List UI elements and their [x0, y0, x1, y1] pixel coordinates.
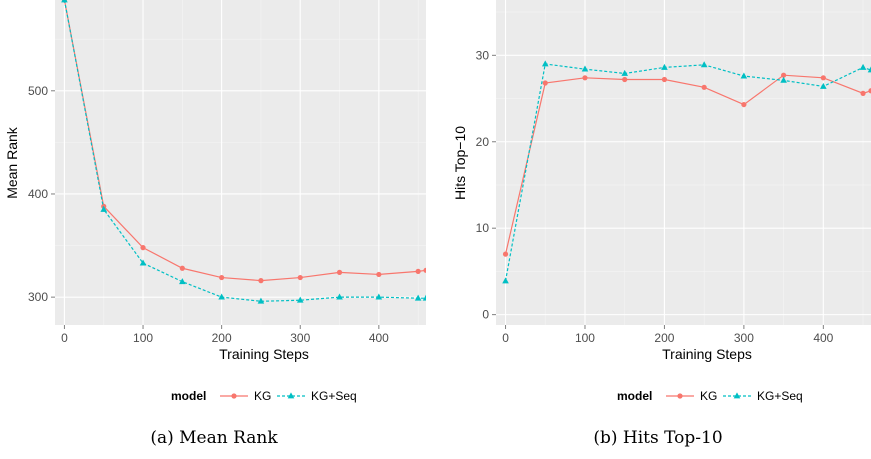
data-point-kg — [741, 101, 747, 108]
x-tick-label: 400 — [369, 331, 389, 345]
data-point-kg-seq — [621, 69, 629, 76]
grid — [55, 0, 426, 325]
legend-label-kg-seq: KG+Seq — [311, 389, 357, 403]
data-point-kg-seq — [61, 0, 68, 3]
axis-ticks: 0 100 200 300 400 0 10 20 30 — [476, 48, 834, 345]
series-layer — [61, 0, 426, 304]
y-axis-title: Hits Top−10 — [452, 126, 468, 200]
data-point-kg-seq — [820, 82, 827, 89]
data-point-kg — [336, 269, 343, 275]
data-point-kg-seq — [581, 65, 589, 72]
data-point-kg-seq — [414, 294, 422, 301]
data-point-kg-seq — [661, 63, 668, 70]
data-point-kg — [868, 88, 871, 94]
data-point-kg-seq — [179, 278, 186, 285]
data-point-kg — [820, 75, 826, 81]
data-point-kg-seq — [502, 277, 509, 284]
y-tick-label: 400 — [28, 187, 48, 201]
x-axis-title: Training Steps — [662, 346, 752, 362]
legend: model KG KG+Seq — [171, 389, 357, 403]
x-tick-label: 0 — [61, 331, 68, 345]
data-point-kg — [179, 265, 185, 271]
legend-label-kg: KG — [700, 389, 717, 403]
legend-key-kg-seq-marker — [287, 392, 295, 399]
data-point-kg-seq — [218, 293, 225, 300]
data-point-kg-seq — [296, 296, 304, 303]
data-point-kg — [140, 245, 146, 251]
data-point-kg-seq — [541, 60, 549, 67]
caption-a: (a) Mean Rank — [150, 428, 278, 448]
x-tick-label: 300 — [290, 331, 310, 345]
caption-b: (b) Hits Top-10 — [593, 428, 722, 448]
y-tick-label: 20 — [476, 135, 490, 149]
data-point-kg-seq — [422, 294, 426, 301]
legend-key-kg-marker — [231, 393, 237, 399]
data-point-kg — [622, 76, 628, 83]
data-point-kg-seq — [375, 293, 383, 300]
chart-hits-top-10: 0 100 200 300 400 0 10 20 30 Training Steps Hits… — [452, 0, 871, 448]
y-axis-title: Mean Rank — [4, 126, 20, 199]
data-point-kg — [860, 90, 866, 96]
x-tick-label: 200 — [212, 331, 232, 345]
data-point-kg — [258, 278, 264, 284]
data-point-kg-seq — [700, 61, 708, 68]
legend: model KG KG+Seq — [617, 389, 803, 403]
data-point-kg-seq — [740, 72, 748, 79]
x-tick-label: 100 — [575, 331, 595, 345]
legend-label-kg-seq: KG+Seq — [757, 389, 803, 403]
data-point-kg — [781, 72, 787, 78]
legend-item-kg: KG — [220, 389, 271, 403]
data-point-kg — [219, 274, 225, 281]
y-tick-label: 30 — [476, 48, 490, 62]
legend-title: model — [617, 389, 652, 403]
data-point-kg-seq — [257, 297, 265, 304]
axis-ticks: 0 100 200 300 400 300 400 500 — [28, 84, 389, 345]
y-tick-label: 300 — [28, 290, 48, 304]
chart-mean-rank: 0 100 200 300 400 300 400 500 Training Steps Me… — [4, 0, 426, 448]
x-tick-label: 200 — [654, 331, 674, 345]
x-tick-label: 300 — [734, 331, 754, 345]
data-point-kg-seq — [139, 259, 147, 266]
data-point-kg — [502, 251, 509, 257]
data-point-kg-seq — [867, 66, 871, 73]
plot-panel — [496, 0, 871, 325]
x-tick-label: 400 — [813, 331, 833, 345]
y-tick-label: 10 — [476, 221, 490, 235]
data-point-kg-seq — [780, 76, 787, 83]
data-point-kg-seq — [859, 63, 867, 70]
x-axis-title: Training Steps — [219, 346, 309, 362]
x-tick-label: 0 — [502, 331, 509, 345]
legend-label-kg: KG — [254, 389, 271, 403]
y-tick-label: 500 — [28, 84, 48, 98]
data-point-kg — [542, 80, 548, 86]
x-tick-label: 100 — [133, 331, 153, 345]
data-point-kg-seq — [336, 293, 343, 300]
legend-item-kg-seq: KG+Seq — [277, 389, 357, 403]
data-point-kg — [701, 84, 707, 90]
legend-key-kg-seq-marker — [733, 392, 741, 399]
series-line-kg-seq — [63, 0, 426, 302]
series-layer — [502, 60, 871, 284]
grid — [496, 0, 871, 325]
data-point-kg — [415, 268, 421, 274]
legend-item-kg-seq: KG+Seq — [723, 389, 803, 403]
plot-panel — [55, 0, 426, 325]
data-point-kg-seq — [100, 205, 108, 212]
data-point-kg — [297, 274, 303, 281]
y-tick-label: 0 — [482, 308, 489, 322]
data-point-kg — [582, 75, 588, 81]
data-point-kg — [376, 271, 382, 278]
data-point-kg — [661, 76, 668, 83]
data-point-kg — [423, 267, 426, 273]
legend-title: model — [171, 389, 206, 403]
legend-key-kg-marker — [677, 393, 683, 399]
legend-item-kg: KG — [666, 389, 717, 403]
